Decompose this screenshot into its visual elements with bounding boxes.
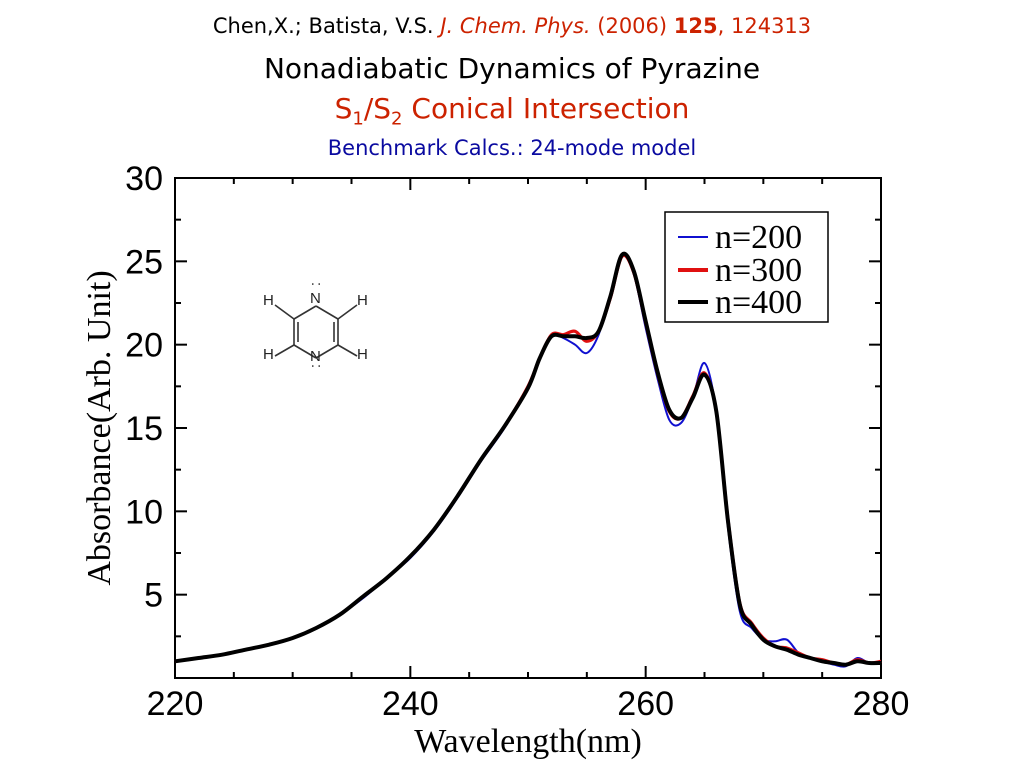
atom-n-top: N xyxy=(310,290,321,307)
x-axis-title: Wavelength(nm) xyxy=(414,723,642,760)
title-sub-1: 1 xyxy=(352,108,364,130)
atom-h-top-right: H xyxy=(357,292,368,309)
legend-label-n200: n=200 xyxy=(715,219,802,256)
series-line-n400 xyxy=(174,251,882,667)
title-rest: Conical Intersection xyxy=(402,92,690,125)
axis-ticks: 220 240 260 280 5 10 15 20 25 30 xyxy=(125,160,909,723)
pyrazine-molecule: H N H H N H : : xyxy=(263,282,368,368)
legend-label-n300: n=300 xyxy=(715,252,802,289)
title-line-1: Nonadiabatic Dynamics of Pyrazine xyxy=(263,52,761,85)
subtitle: Benchmark Calcs.: 24-mode model xyxy=(327,136,697,160)
y-tick-label: 15 xyxy=(125,410,163,448)
citation-volume: 125 xyxy=(673,14,718,38)
citation-pages: , 124313 xyxy=(717,14,812,38)
x-tick-label: 280 xyxy=(853,685,910,723)
y-tick-label: 25 xyxy=(125,243,163,281)
atom-h-top-left: H xyxy=(263,292,274,309)
lone-pair-top: : xyxy=(308,282,325,286)
y-tick-label: 10 xyxy=(125,493,163,531)
atom-n-bottom: N xyxy=(310,348,321,365)
legend: n=200 n=300 n=400 xyxy=(664,211,829,323)
pyrazine-ring xyxy=(274,304,358,359)
x-tick-label: 220 xyxy=(147,685,204,723)
y-tick-label: 20 xyxy=(125,327,163,365)
citation-authors: Chen,X.; Batista, V.S. xyxy=(212,14,434,38)
atom-h-bottom-left: H xyxy=(263,346,274,363)
citation: Chen,X.; Batista, V.S. J. Chem. Phys. (2… xyxy=(0,14,1024,38)
y-axis-title: Absorbance(Arb. Unit) xyxy=(81,270,118,585)
x-tick-label: 240 xyxy=(382,685,439,723)
y-tick-label: 30 xyxy=(125,160,163,198)
x-tick-label: 260 xyxy=(617,685,674,723)
atom-h-bottom-right: H xyxy=(357,346,368,363)
y-tick-label: 5 xyxy=(144,577,163,615)
legend-label-n400: n=400 xyxy=(715,284,802,321)
title-sub-2: 2 xyxy=(391,108,403,130)
title-line-2: S1/S2 Conical Intersection xyxy=(0,92,1024,130)
citation-journal: J. Chem. Phys. xyxy=(440,14,591,38)
citation-year: (2006) xyxy=(597,14,668,38)
title-s1: S xyxy=(334,92,353,125)
title-slash-s: /S xyxy=(363,92,392,125)
series-lines xyxy=(174,251,882,668)
lone-pair-bottom: : xyxy=(308,364,325,368)
